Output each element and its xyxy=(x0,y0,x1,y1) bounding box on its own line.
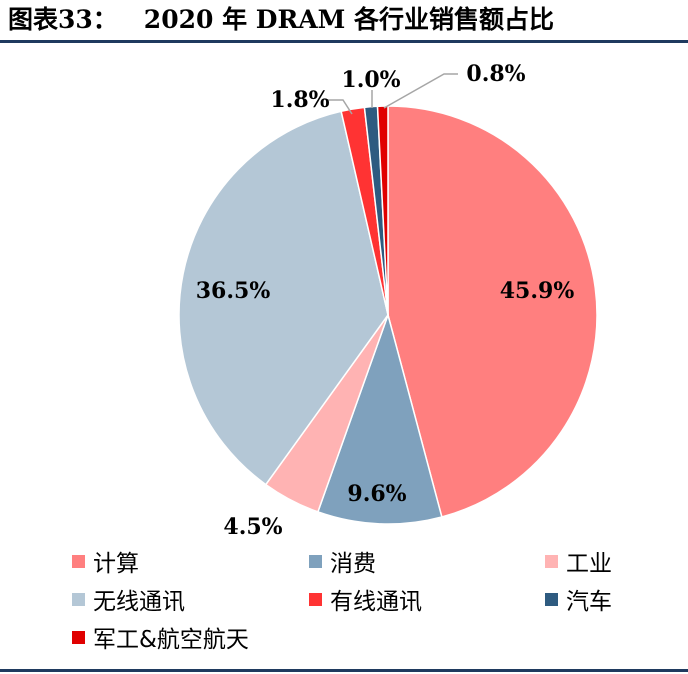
slice-label-2: 9.6% xyxy=(347,481,406,507)
pie-slice-4 xyxy=(178,110,389,486)
legend-swatch xyxy=(72,554,85,568)
legend-label: 有线通讯 xyxy=(330,589,422,615)
legend-item-2: 消费 xyxy=(309,544,376,578)
slice-label-1: 45.9% xyxy=(500,278,575,304)
legend-swatch xyxy=(72,630,85,644)
slice-label-7: 0.8% xyxy=(466,61,525,87)
legend-label: 军工&航空航天 xyxy=(93,627,249,653)
legend-swatch xyxy=(545,592,558,606)
top-rule xyxy=(0,40,688,43)
slice-label-5: 1.8% xyxy=(270,87,329,113)
legend-swatch xyxy=(72,592,85,606)
legend-label: 消费 xyxy=(330,551,376,577)
figure-title: 图表33： 2020 年 DRAM 各行业销售额占比 xyxy=(8,2,554,38)
legend-item-3: 工业 xyxy=(545,544,612,578)
pie-chart: 45.9% 9.6% 4.5% 36.5% 1.8% 1.0% 0.8% xyxy=(178,61,598,540)
legend-item-1: 计算 xyxy=(72,544,139,578)
pie-slice-1 xyxy=(387,105,598,518)
chart-title: 2020 年 DRAM 各行业销售额占比 xyxy=(143,5,555,34)
slice-label-3: 4.5% xyxy=(223,514,282,540)
bottom-rule xyxy=(0,669,688,672)
slice-label-6: 1.0% xyxy=(341,67,400,93)
figure-label: 图表33： xyxy=(8,5,118,34)
legend-item-6: 汽车 xyxy=(545,582,612,616)
legend-swatch xyxy=(309,592,322,606)
leader-line-5 xyxy=(326,99,353,115)
legend-item-7: 军工&航空航天 xyxy=(72,620,249,654)
legend-swatch xyxy=(545,554,558,568)
legend: 计算 消费 工业无线通讯 有线通讯 汽车军工&航空航天 xyxy=(0,540,688,665)
legend-label: 工业 xyxy=(566,551,612,577)
legend-label: 无线通讯 xyxy=(93,589,185,615)
slice-label-4: 36.5% xyxy=(196,278,271,304)
legend-label: 计算 xyxy=(93,551,139,577)
legend-item-5: 有线通讯 xyxy=(309,582,422,616)
legend-label: 汽车 xyxy=(566,589,612,615)
leader-line-7 xyxy=(383,73,458,109)
legend-item-4: 无线通讯 xyxy=(72,582,185,616)
pie-slice-2 xyxy=(316,312,443,525)
legend-swatch xyxy=(309,554,322,568)
